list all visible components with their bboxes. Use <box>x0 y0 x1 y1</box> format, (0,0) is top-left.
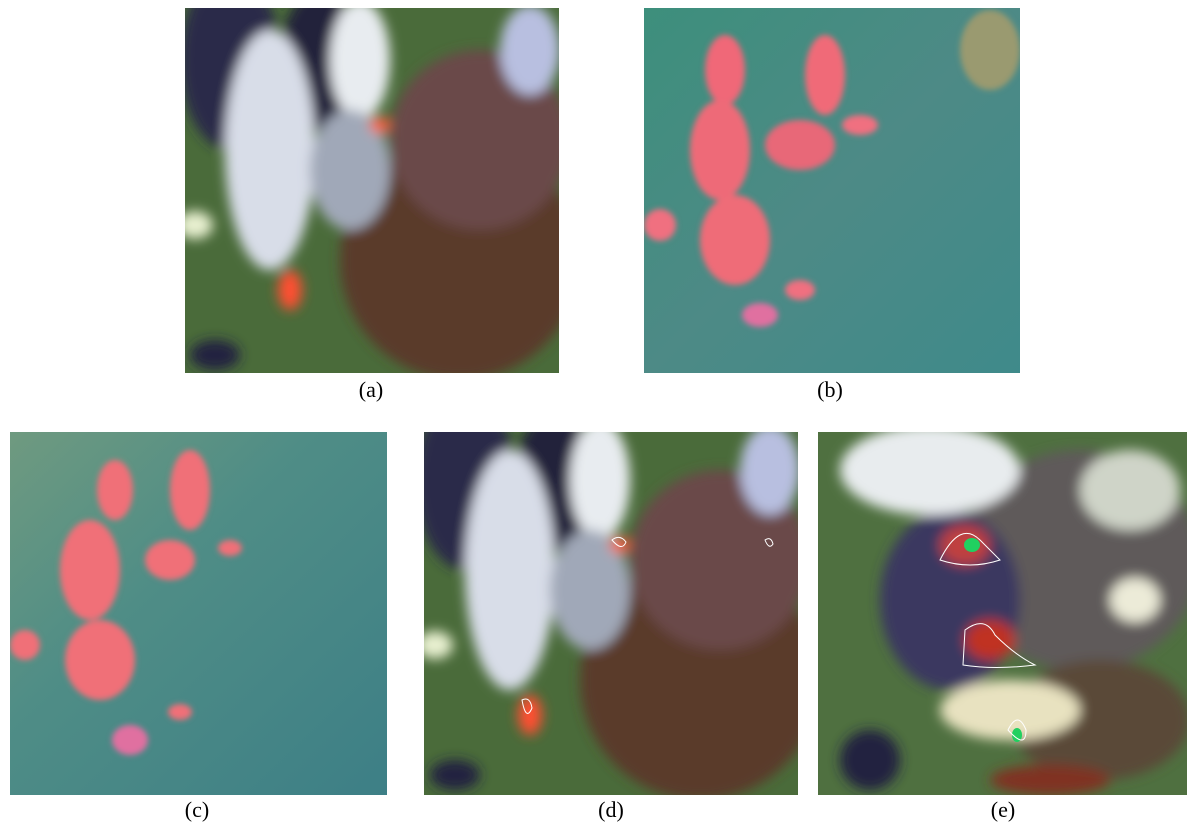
image-b <box>644 8 1020 373</box>
page: {"panels": [{"label": "(a)"}, {"label": … <box>0 0 1187 825</box>
image-e <box>818 425 1187 795</box>
figure: (a) (b) (c) <box>0 0 1187 825</box>
image-a <box>177 0 580 380</box>
panel-label: (d) <box>598 797 624 822</box>
panel-label: (b) <box>817 377 843 402</box>
panel-label: (e) <box>991 797 1015 822</box>
panel-label: (c) <box>185 797 209 822</box>
panel-label: (a) <box>359 377 383 402</box>
image-c <box>10 432 387 795</box>
image-d <box>415 390 820 800</box>
